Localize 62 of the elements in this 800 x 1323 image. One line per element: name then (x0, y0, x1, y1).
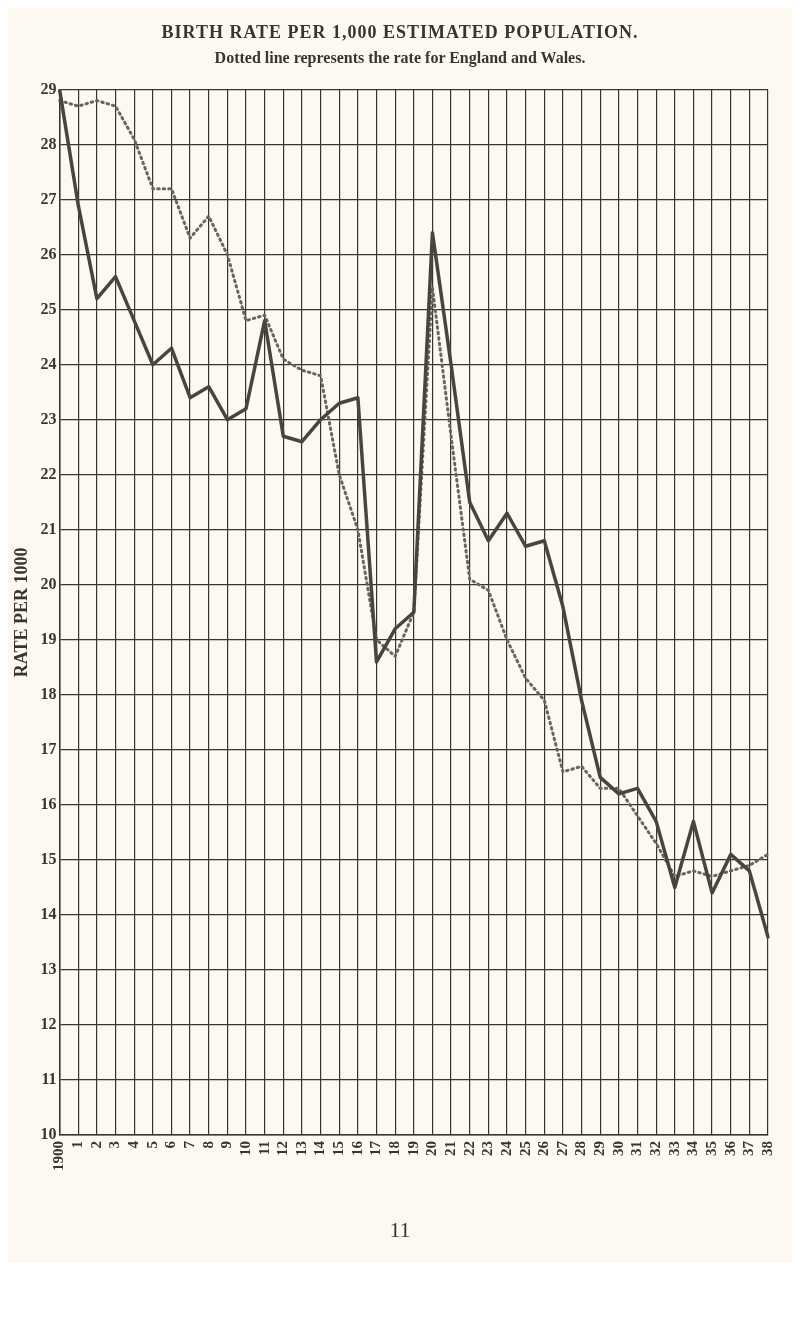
x-tick-label: 23 (479, 1141, 496, 1156)
x-tick-label: 9 (218, 1141, 235, 1149)
x-tick-label: 33 (665, 1141, 682, 1156)
y-axis-title: RATE PER 1000 (11, 547, 32, 678)
x-tick-label: 5 (143, 1141, 160, 1149)
x-tick-label: 32 (647, 1141, 664, 1156)
x-tick-label: 25 (516, 1141, 533, 1156)
y-tick-label: 22 (40, 464, 57, 482)
y-tick-label: 27 (40, 189, 57, 207)
x-tick-label: 31 (628, 1141, 645, 1156)
x-tick-label: 16 (348, 1140, 365, 1156)
x-tick-label: 1 (69, 1141, 86, 1149)
x-tick-label: 30 (609, 1141, 626, 1156)
x-tick-label: 3 (106, 1141, 123, 1149)
y-tick-label: 24 (40, 354, 57, 372)
x-tick-label: 37 (740, 1140, 757, 1156)
x-tick-label: 4 (125, 1140, 142, 1149)
x-tick-label: 21 (441, 1141, 458, 1156)
x-tick-label: 11 (255, 1141, 272, 1156)
x-tick-label: 2 (87, 1141, 104, 1149)
x-tick-label: 26 (535, 1140, 552, 1156)
y-tick-label: 19 (40, 629, 57, 647)
y-tick-label: 25 (40, 299, 57, 317)
x-tick-label: 24 (497, 1140, 514, 1156)
x-tick-label: 10 (236, 1141, 253, 1156)
x-tick-label: 6 (162, 1140, 179, 1149)
x-tick-label: 19 (404, 1141, 421, 1156)
x-tick-label: 20 (423, 1141, 440, 1156)
chart-title: BIRTH RATE PER 1,000 ESTIMATED POPULATION. (160, 22, 640, 43)
x-tick-label: 15 (330, 1141, 347, 1156)
y-tick-label: 18 (40, 684, 57, 702)
y-tick-label: 17 (40, 739, 57, 757)
y-tick-label: 11 (41, 1070, 57, 1088)
x-tick-label: 29 (591, 1141, 608, 1156)
x-tick-label: 14 (311, 1140, 328, 1156)
x-tick-label: 38 (758, 1141, 775, 1156)
x-tick-label: 27 (553, 1140, 570, 1156)
y-tick-label: 20 (40, 574, 57, 592)
y-tick-label: 21 (40, 519, 57, 537)
x-tick-label: 34 (684, 1140, 701, 1156)
x-tick-label: 28 (572, 1141, 589, 1156)
y-tick-label: 23 (40, 409, 57, 427)
y-tick-label: 14 (40, 905, 57, 923)
x-tick-label: 7 (180, 1140, 197, 1149)
x-tick-label: 12 (274, 1141, 291, 1156)
x-tick-label: 18 (386, 1141, 403, 1156)
y-tick-label: 29 (40, 79, 57, 97)
text: 11 (389, 1217, 411, 1242)
x-tick-label: 17 (367, 1140, 384, 1156)
y-tick-label: 26 (40, 244, 57, 262)
y-tick-label: 13 (40, 960, 57, 978)
x-tick-label: 13 (292, 1141, 309, 1156)
x-tick-label: 35 (702, 1141, 719, 1156)
chart-subtitle: Dotted line represents the rate for England and Wales. (213, 49, 587, 67)
x-tick-label: 1900 (50, 1141, 67, 1171)
x-tick-label: 22 (460, 1141, 477, 1156)
x-tick-label: 8 (199, 1141, 216, 1149)
x-tick-label: 36 (721, 1140, 738, 1156)
y-tick-label: 28 (40, 134, 57, 152)
y-tick-label: 15 (40, 850, 57, 868)
y-tick-label: 16 (40, 795, 57, 813)
y-tick-label: 12 (40, 1015, 57, 1033)
